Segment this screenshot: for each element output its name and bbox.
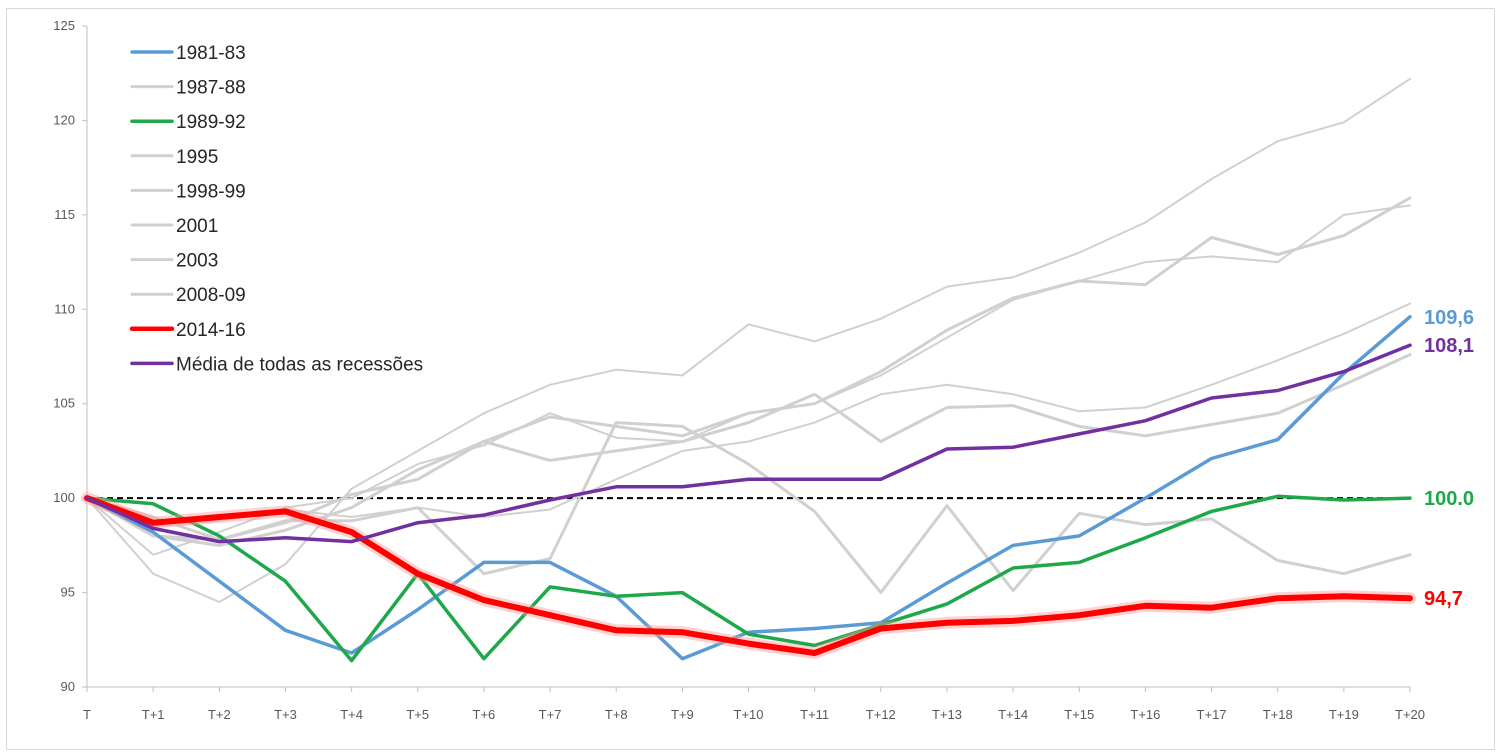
x-tick-label: T+16	[1130, 707, 1160, 722]
end-label-2: 100.0	[1424, 488, 1474, 510]
legend-label: 1998-99	[176, 181, 246, 202]
end-label-8: 94,7	[1424, 588, 1463, 610]
legend-label: 2001	[176, 216, 218, 237]
x-tick-label: T+17	[1197, 707, 1227, 722]
x-tick-label: T	[83, 707, 91, 722]
x-tick-label: T+7	[539, 707, 562, 722]
x-tick-label: T+9	[671, 707, 694, 722]
y-tick-label: 110	[54, 301, 75, 316]
legend-label: Média de todas as recessões	[176, 354, 423, 375]
end-label-0: 109,6	[1424, 307, 1474, 329]
x-tick-label: T+10	[734, 707, 764, 722]
y-tick-label: 105	[53, 396, 75, 411]
x-tick-label: T+3	[274, 707, 297, 722]
y-tick-label: 125	[53, 18, 75, 33]
legend-label: 2003	[176, 251, 218, 272]
x-tick-label: T+15	[1064, 707, 1094, 722]
legend-label: 1987-88	[176, 78, 246, 99]
x-tick-label: T+2	[208, 707, 231, 722]
series-line-2003	[87, 205, 1410, 554]
y-tick-label: 90	[61, 679, 75, 694]
x-tick-label: T+18	[1263, 707, 1293, 722]
legend-label: 1981-83	[176, 43, 246, 64]
x-tick-label: T+1	[142, 707, 165, 722]
x-tick-label: T+12	[866, 707, 896, 722]
y-tick-label: 100	[53, 490, 75, 505]
y-tick-label: 115	[54, 207, 75, 222]
legend-label: 1989-92	[176, 112, 246, 133]
x-tick-label: T+13	[932, 707, 962, 722]
y-tick-label: 95	[61, 585, 75, 600]
x-tick-label: T+5	[406, 707, 429, 722]
series-line-1998-99	[87, 304, 1410, 527]
x-tick-label: T+6	[473, 707, 496, 722]
legend-label: 2008-09	[176, 285, 246, 306]
x-tick-label: T+4	[340, 707, 363, 722]
x-tick-label: T+20	[1395, 707, 1425, 722]
legend-label: 2014-16	[176, 320, 246, 341]
x-tick-label: T+14	[998, 707, 1028, 722]
x-tick-label: T+8	[605, 707, 628, 722]
y-tick-label: 120	[53, 112, 75, 127]
x-tick-label: T+11	[800, 707, 829, 722]
x-tick-label: T+19	[1329, 707, 1359, 722]
end-label-9: 108,1	[1424, 335, 1474, 357]
legend-label: 1995	[176, 147, 218, 168]
